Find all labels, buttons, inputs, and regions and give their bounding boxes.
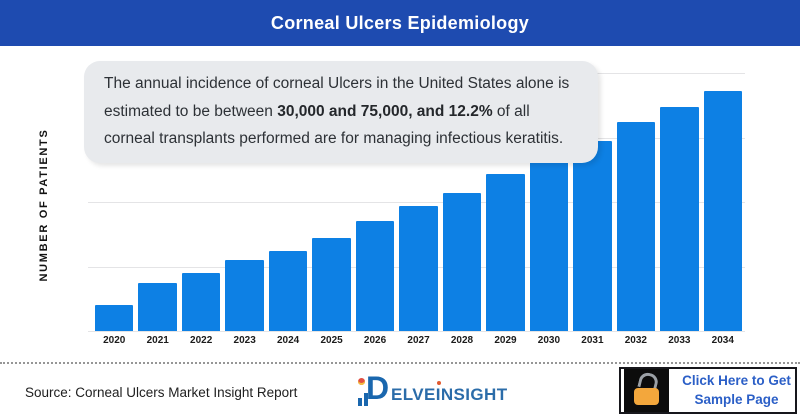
x-tick-label-2032: 2032 bbox=[624, 335, 647, 346]
x-tick-label-2023: 2023 bbox=[233, 335, 256, 346]
x-tick-label-2031: 2031 bbox=[581, 335, 604, 346]
get-sample-page-button[interactable]: Click Here to Get Sample Page bbox=[619, 367, 797, 414]
x-tick-label-2033: 2033 bbox=[668, 335, 691, 346]
logo-letter-i: I bbox=[436, 381, 441, 405]
bar-2031 bbox=[573, 141, 612, 331]
x-tick-label-2027: 2027 bbox=[407, 335, 430, 346]
source-note: Source: Corneal Ulcers Market Insight Re… bbox=[25, 385, 298, 400]
callout-text-1: The annual incidence of corneal Ulcers i… bbox=[104, 75, 570, 120]
bar-2023 bbox=[225, 260, 264, 331]
page-title: Corneal Ulcers Epidemiology bbox=[270, 12, 530, 33]
logo-text-part2: NSIGHT bbox=[440, 385, 508, 404]
epidemiology-callout: The annual incidence of corneal Ulcers i… bbox=[84, 61, 598, 163]
logo-d-barchart-icon: D bbox=[357, 370, 391, 408]
bar-2026 bbox=[355, 221, 395, 331]
header-bar: Corneal Ulcers Epidemiology bbox=[0, 0, 800, 46]
bar-2022 bbox=[181, 272, 221, 331]
x-tick-label-2030: 2030 bbox=[537, 335, 561, 346]
logo-wordmark: ELVE INSIGHT bbox=[391, 381, 508, 408]
logo-text-part1: ELVE bbox=[391, 385, 436, 404]
logo-i-dot-icon bbox=[436, 381, 441, 385]
bar-2034 bbox=[703, 91, 743, 331]
bar-chart bbox=[88, 73, 745, 332]
callout-text-2: of all corneal transplants performed are… bbox=[104, 102, 564, 148]
bars-row bbox=[95, 73, 743, 331]
logo-bar-icon bbox=[364, 393, 368, 406]
bar-2032 bbox=[616, 122, 656, 331]
bar-2033 bbox=[660, 106, 699, 331]
delveinsight-logo: D ELVE INSIGHT bbox=[357, 370, 508, 408]
x-tick-label-2025: 2025 bbox=[320, 335, 343, 346]
cta-text: Click Here to Get Sample Page bbox=[669, 369, 795, 412]
x-tick-label-2029: 2029 bbox=[494, 335, 517, 346]
gridline bbox=[88, 202, 745, 203]
x-tick-label-2020: 2020 bbox=[103, 335, 126, 346]
lock-icon-box bbox=[624, 369, 669, 412]
x-tick-label-2026: 2026 bbox=[363, 335, 387, 346]
cta-line-2: Sample Page bbox=[694, 392, 779, 407]
bar-2029 bbox=[486, 173, 525, 331]
bar-2024 bbox=[268, 251, 308, 331]
years-row: 2020 2021 2022 2023 2024 2025 2026 2027 2028 2029… bbox=[95, 335, 742, 346]
lock-body-icon bbox=[634, 388, 659, 405]
x-tick-label-2034: 2034 bbox=[711, 335, 734, 346]
x-tick-label-2022: 2022 bbox=[190, 335, 213, 346]
cta-line-1: Click Here to Get bbox=[682, 373, 791, 389]
y-axis-label: NUMBER OF PATIENTS bbox=[38, 128, 50, 282]
x-tick-label-2021: 2021 bbox=[146, 335, 169, 346]
bar-2020 bbox=[95, 305, 134, 331]
logo-letter-d: D bbox=[366, 370, 390, 406]
logo-red-dot-icon bbox=[358, 378, 365, 385]
dotted-separator bbox=[0, 362, 800, 364]
bar-2027 bbox=[399, 205, 438, 331]
x-tick-label-2028: 2028 bbox=[450, 335, 474, 346]
x-axis-baseline bbox=[88, 331, 745, 332]
x-tick-label-2024: 2024 bbox=[276, 335, 300, 346]
bar-2021 bbox=[138, 283, 177, 331]
bar-2030 bbox=[529, 158, 569, 331]
logo-bar-icon bbox=[358, 398, 362, 406]
bar-2028 bbox=[442, 192, 482, 331]
callout-text-bold: 30,000 and 75,000, and 12.2% bbox=[277, 102, 493, 120]
bar-2025 bbox=[312, 238, 351, 331]
